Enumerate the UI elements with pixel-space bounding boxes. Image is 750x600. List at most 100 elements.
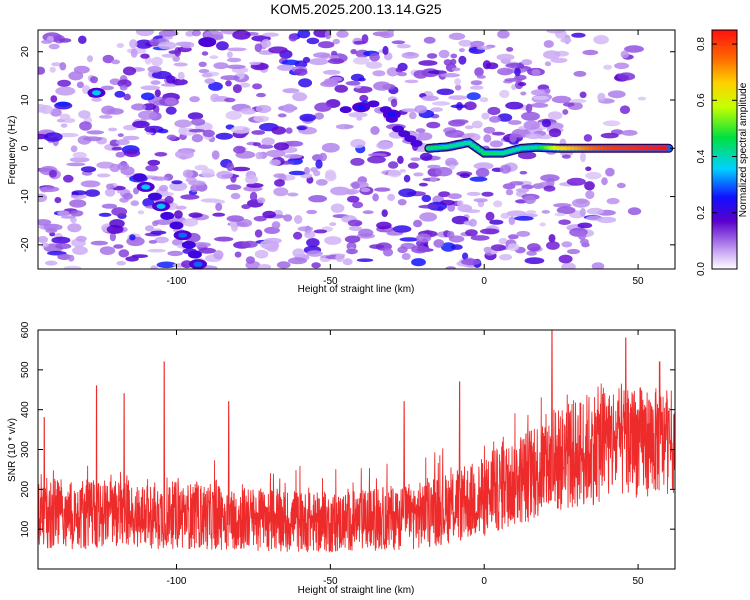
heatmap-cell [140,53,150,59]
top-x-tick-label: 50 [633,276,645,287]
heatmap-cell [521,59,533,66]
heatmap-cell [354,84,362,89]
heatmap-cell [180,194,200,200]
heatmap-cell [527,243,541,252]
heatmap-cell [198,69,210,74]
heatmap-cell [214,236,234,242]
heatmap-cell [271,221,281,229]
heatmap-cell [438,49,450,59]
heatmap-cell [382,248,394,257]
heatmap-cell [287,192,299,197]
heatmap-cell [556,206,576,215]
heatmap-cell [509,133,517,143]
heatmap-arc-cell [398,130,411,138]
heatmap-cell [504,78,523,82]
heatmap-cell [401,253,411,260]
heatmap-cell [54,197,62,204]
heatmap-cell [227,57,242,63]
heatmap-cell [481,112,490,120]
heatmap-cell [306,238,320,248]
heatmap-cell [505,62,525,69]
heatmap-cell [269,159,281,166]
heatmap-cell [116,43,125,48]
heatmap-cell [174,210,183,219]
heatmap-cell [130,200,140,207]
heatmap-cell [98,115,113,119]
bottom-x-tick-label: -50 [323,576,338,587]
heatmap-cell [129,39,138,49]
heatmap-cell [123,148,141,158]
heatmap-cell [579,91,587,99]
heatmap-cell [483,246,492,254]
heatmap-cell [253,215,267,222]
heatmap-cell [132,120,150,129]
heatmap-cell [427,201,448,211]
heatmap-cell [387,161,399,169]
heatmap-cell [158,184,169,192]
heatmap-cell [390,98,398,108]
heatmap-cell [382,45,389,55]
heatmap-cell [49,232,56,237]
heatmap-cell [448,235,465,243]
heatmap-cell [69,157,90,163]
heatmap-cell [540,174,560,182]
heatmap-cell [215,203,223,211]
colorbar-ticks: 0.0 0.2 0.4 0.6 0.8 [696,37,737,276]
heatmap-cell [263,237,282,244]
heatmap-cell [440,242,456,252]
heatmap-cell [617,72,636,81]
heatmap-cell [308,58,329,66]
heatmap-cell [572,198,590,208]
heatmap-streak-cell [187,250,202,259]
heatmap-cell [38,236,49,243]
heatmap-cell [216,170,233,180]
heatmap-cell [525,103,533,113]
heatmap-cell [430,176,438,183]
heatmap-cell [365,61,383,69]
heatmap-cell [190,184,200,193]
heatmap-cell [475,167,490,178]
heatmap-cell [471,120,483,129]
heatmap-cell [38,66,46,75]
heatmap-cell [473,198,488,203]
heatmap-cell [59,132,79,138]
heatmap-cell [443,59,452,66]
heatmap-cell [123,93,131,101]
heatmap-cell [256,92,266,98]
heatmap-cell [283,153,303,159]
heatmap-cell [372,193,379,202]
heatmap-cell [476,46,492,50]
heatmap-cell [234,251,242,258]
heatmap-cell [117,133,124,138]
heatmap-cell [211,150,220,160]
heatmap-cell [72,246,88,255]
heatmap-feature-core [356,104,366,110]
heatmap-cell [230,192,241,200]
heatmap-streak-cell [181,240,196,249]
heatmap-cell [318,41,335,49]
heatmap-cell [57,210,70,216]
heatmap-cell [111,146,123,151]
heatmap-cell [38,193,48,203]
heatmap-cell [262,210,276,219]
heatmap-cell [464,125,474,130]
heatmap-cell [414,105,428,114]
heatmap-cell [288,257,307,265]
heatmap-cell [583,134,593,142]
colorbar-tick-label: 0.0 [696,262,707,276]
heatmap-cell [507,243,520,252]
heatmap-cell [70,145,78,153]
heatmap-cell [351,182,360,190]
heatmap-cell [282,103,296,114]
top-y-tick-label: -10 [20,189,31,204]
heatmap-cell [395,67,404,73]
heatmap-cell [232,30,251,40]
heatmap-cell [330,186,351,196]
heatmap-cell [456,200,464,206]
heatmap-cell [509,181,524,186]
heatmap-cell [524,257,545,265]
snr-series-line [38,330,675,554]
heatmap-cell [164,97,177,106]
heatmap-cell [175,205,187,210]
heatmap-cell [293,231,303,240]
